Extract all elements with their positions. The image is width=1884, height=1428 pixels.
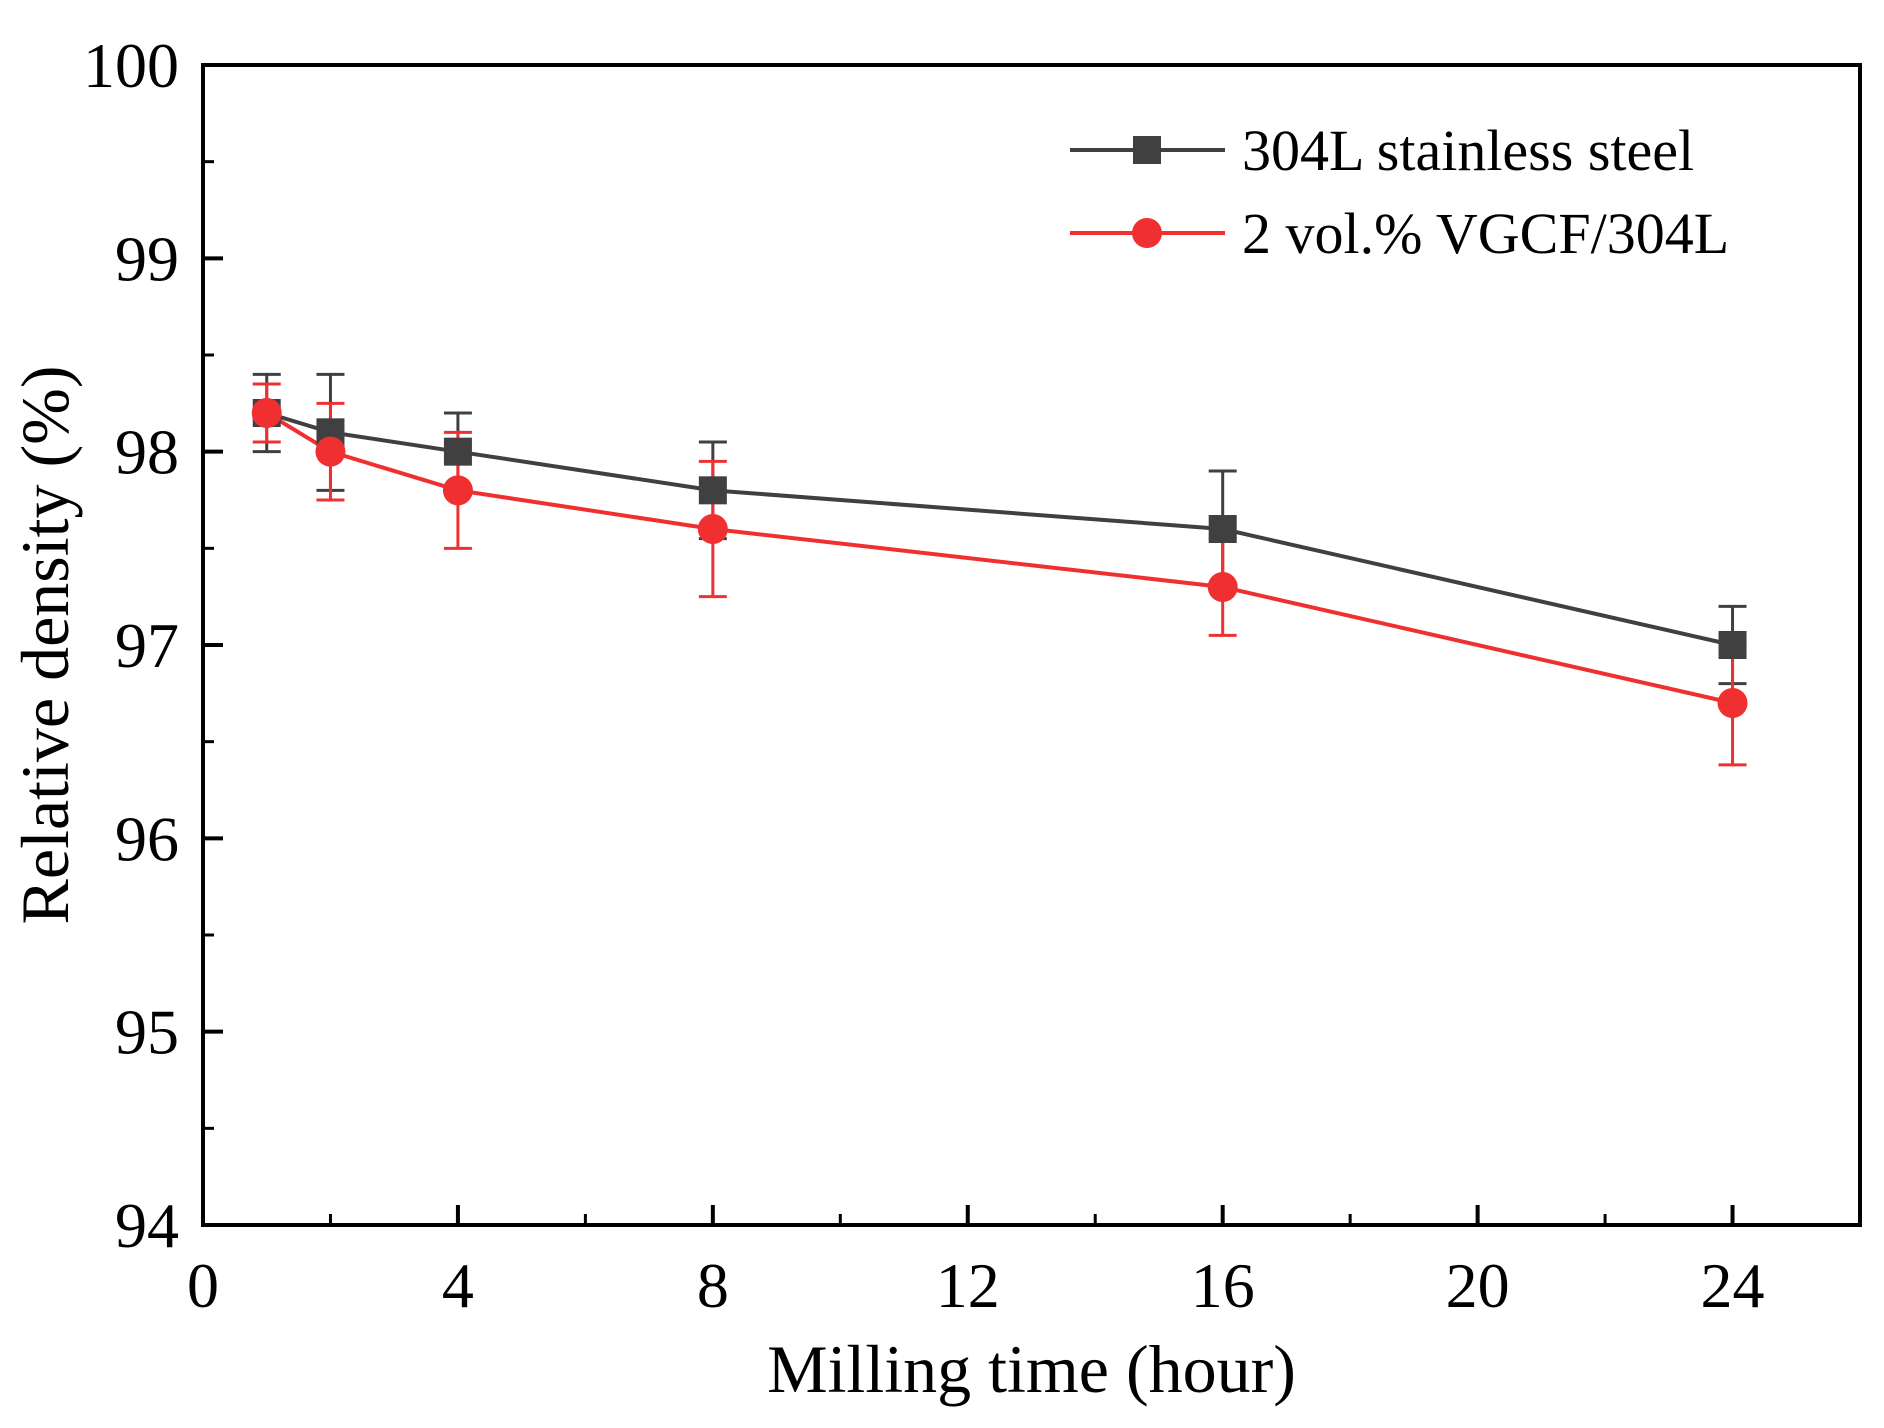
x-tick-label: 8 — [697, 1250, 729, 1321]
data-point-square — [1718, 631, 1747, 659]
y-tick-label: 96 — [115, 803, 179, 874]
data-point-circle — [1717, 688, 1748, 718]
data-point-circle — [315, 436, 346, 467]
data-point-circle — [442, 475, 473, 506]
data-point-circle — [251, 398, 282, 428]
legend-marker-circle — [1132, 218, 1162, 248]
series-line-0 — [266, 411, 1733, 647]
legend-label: 2 vol.% VGCF/304L — [1242, 201, 1729, 266]
y-tick-label: 94 — [115, 1190, 179, 1261]
data-point-square — [698, 476, 727, 505]
labels-layer: 0 4 8 12 16 20 24 94 95 96 97 98 99 100 Milling time (… — [7, 30, 1765, 1407]
y-axis-title: Relative density (%) — [7, 366, 83, 925]
legend: 304L stainless steel 2 vol.% VGCF/304L — [1070, 118, 1729, 266]
x-tick-label: 24 — [1701, 1250, 1765, 1321]
data-point-circle — [697, 514, 728, 544]
data-point-circle — [1207, 572, 1238, 602]
x-tick-label: 16 — [1191, 1250, 1255, 1321]
legend-label: 304L stainless steel — [1242, 118, 1694, 183]
y-tick-label: 98 — [115, 417, 179, 488]
series-layer — [251, 372, 1748, 767]
legend-marker-square — [1133, 136, 1161, 164]
data-point-square — [443, 437, 472, 466]
y-tick-label: 95 — [115, 997, 179, 1068]
plot-frame — [201, 63, 1862, 1227]
y-tick-label: 100 — [83, 30, 179, 101]
x-tick-label: 0 — [187, 1250, 219, 1321]
data-point-square — [1208, 515, 1237, 543]
x-tick-label: 20 — [1446, 1250, 1510, 1321]
x-tick-label: 12 — [936, 1250, 1000, 1321]
x-axis-title: Milling time (hour) — [767, 1331, 1296, 1407]
y-tick-label: 99 — [115, 223, 179, 294]
y-tick-label: 97 — [115, 610, 179, 681]
x-tick-label: 4 — [442, 1250, 474, 1321]
